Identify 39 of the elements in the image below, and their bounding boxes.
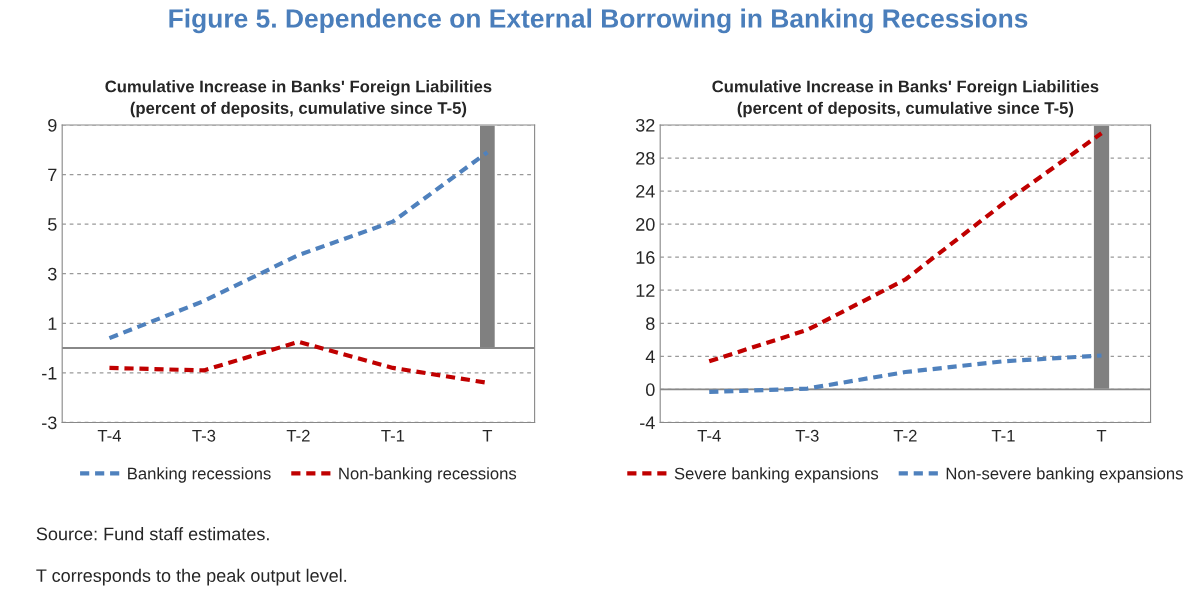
line-series bbox=[707, 353, 1104, 394]
y-tick-label: 5 bbox=[48, 218, 57, 231]
x-tick-label: T-3 bbox=[192, 429, 216, 442]
y-tick-label: 4 bbox=[645, 350, 655, 363]
legend-label: Severe banking expansions bbox=[674, 467, 879, 483]
source-note: Source: Fund staff estimates. bbox=[36, 527, 269, 541]
y-tick-label: 16 bbox=[636, 251, 655, 264]
line-series bbox=[107, 150, 490, 341]
x-tick-label: T-1 bbox=[381, 430, 405, 442]
y-tick-label: 28 bbox=[636, 151, 655, 165]
chart-subtitle: Cumulative Increase in Banks' Foreign Liabilities (percent of deposits, cumulative since T-5) bbox=[712, 80, 1099, 118]
y-tick-label: 3 bbox=[47, 267, 57, 281]
y-tick-label: 7 bbox=[48, 168, 57, 182]
y-tick-label: 9 bbox=[48, 118, 57, 132]
legend-label: Banking recessions bbox=[128, 467, 271, 483]
y-tick-label: 32 bbox=[635, 118, 655, 132]
y-tick-label: -4 bbox=[640, 416, 655, 429]
x-tick-label: T-2 bbox=[893, 429, 917, 442]
legend-label: Non-severe banking expansions bbox=[946, 467, 1183, 483]
chart-subtitle: Cumulative Increase in Banks' Foreign Liabilities (percent of deposits, cumulative since T-5) bbox=[105, 80, 492, 118]
x-tick-label: T-4 bbox=[697, 430, 721, 442]
y-tick-label: 24 bbox=[636, 185, 655, 198]
x-tick-label: T-3 bbox=[795, 429, 819, 442]
x-tick-label: T-4 bbox=[97, 430, 121, 442]
legend-label: Non-banking recessions bbox=[339, 467, 517, 483]
text: Figure 5. Dependence on External Borrowing in Banking Recessions bbox=[169, 8, 1028, 34]
y-tick-label: 12 bbox=[636, 284, 655, 297]
y-tick-label: 8 bbox=[646, 317, 655, 330]
y-tick-label: -1 bbox=[42, 366, 57, 380]
x-tick-label: T bbox=[1096, 430, 1107, 442]
y-tick-label: 20 bbox=[636, 218, 655, 231]
x-tick-label: T bbox=[482, 430, 493, 442]
y-tick-label: 0 bbox=[646, 383, 655, 397]
line-series bbox=[707, 131, 1104, 364]
x-tick-label: T-1 bbox=[991, 430, 1015, 442]
y-tick-label: -3 bbox=[42, 416, 57, 430]
x-tick-label: T-2 bbox=[286, 429, 310, 442]
y-tick-label: 1 bbox=[48, 317, 57, 330]
text: T corresponds to the peak output level. bbox=[36, 568, 347, 586]
